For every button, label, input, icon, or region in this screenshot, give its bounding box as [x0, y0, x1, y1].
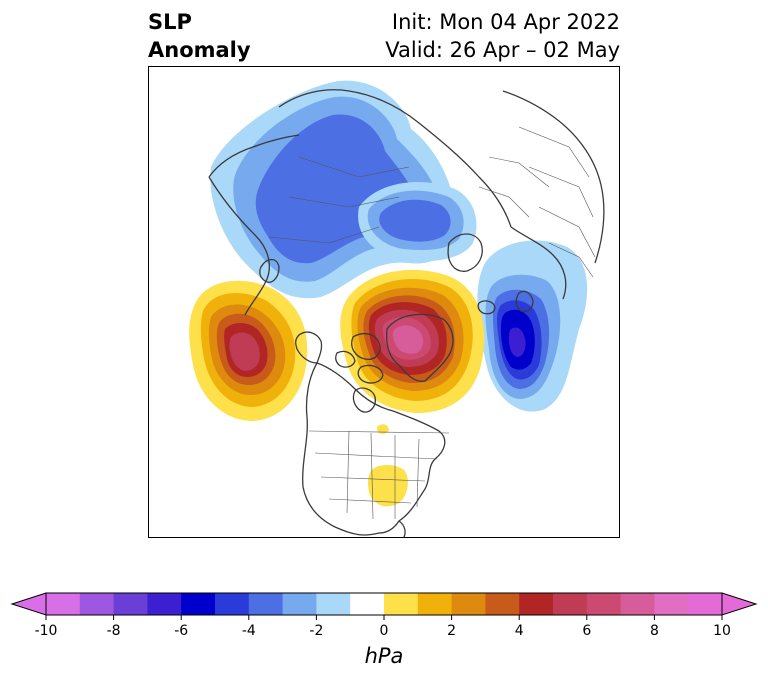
colorbar-swatch: [147, 593, 182, 615]
colorbar-swatches: [46, 593, 723, 615]
colorbar: -10 -8 -6 -4 -2 0 2 4 6 8 10: [10, 592, 758, 639]
colorbar-tick-label: 2: [447, 623, 456, 639]
colorbar-swatch: [248, 593, 284, 615]
init-date: Init: Mon 04 Apr 2022: [391, 10, 620, 34]
colorbar-swatch: [519, 593, 554, 615]
colorbar-extend-max: [721, 592, 758, 616]
colorbar-swatch: [553, 593, 588, 615]
colorbar-tick-label: 6: [582, 623, 591, 639]
colorbar-swatch: [316, 593, 351, 615]
political-borders: [268, 126, 596, 520]
map-panel: [148, 66, 620, 538]
negative-anomaly-north-atlantic: [477, 240, 588, 412]
colorbar-swatch: [350, 593, 385, 615]
colorbar-swatch: [46, 593, 81, 615]
colorbar-extend-min: [10, 592, 47, 616]
colorbar-swatch: [688, 593, 723, 615]
colorbar-swatch: [654, 593, 689, 615]
map-title: SLP Anomaly: [148, 8, 251, 64]
colorbar-swatch: [586, 593, 622, 615]
colorbar-swatch: [282, 593, 317, 615]
colorbar-swatch: [215, 593, 250, 615]
colorbar-swatch: [384, 593, 419, 615]
anomaly-map: [189, 80, 605, 537]
colorbar-tick-label: 10: [713, 623, 731, 639]
colorbar-swatch: [113, 593, 148, 615]
colorbar-tick-label: 0: [380, 623, 389, 639]
colorbar-tick-label: -8: [107, 623, 121, 639]
colorbar-tick-label: -10: [35, 623, 58, 639]
colorbar-swatch: [417, 593, 453, 615]
title-variable: SLP: [148, 10, 192, 34]
colorbar-swatch: [181, 593, 216, 615]
colorbar-swatch: [451, 593, 486, 615]
negative-anomaly-scandinavia: [358, 182, 477, 262]
colorbar-tick-label: -4: [242, 623, 256, 639]
colorbar-swatch: [620, 593, 655, 615]
title-field: Anomaly: [148, 38, 251, 62]
colorbar-tick-label: 8: [650, 623, 659, 639]
colorbar-swatch: [79, 593, 115, 615]
positive-anomaly-greenland: [340, 269, 485, 413]
colorbar-unit-label: hPa: [364, 644, 404, 668]
colorbar-swatch: [485, 593, 520, 615]
coastlines: [208, 89, 605, 537]
valid-range: Valid: 26 Apr – 02 May: [385, 38, 620, 62]
positive-anomaly-southeast-us: [368, 424, 408, 507]
forecast-dates: Init: Mon 04 Apr 2022 Valid: 26 Apr – 02…: [385, 8, 620, 64]
colorbar-tick-label: -2: [309, 623, 323, 639]
colorbar-tick-label: 4: [515, 623, 524, 639]
positive-anomaly-ne-pacific: [189, 280, 308, 421]
colorbar-tick-label: -6: [174, 623, 188, 639]
colorbar-ticks: -10 -8 -6 -4 -2 0 2 4 6 8 10: [35, 615, 731, 639]
